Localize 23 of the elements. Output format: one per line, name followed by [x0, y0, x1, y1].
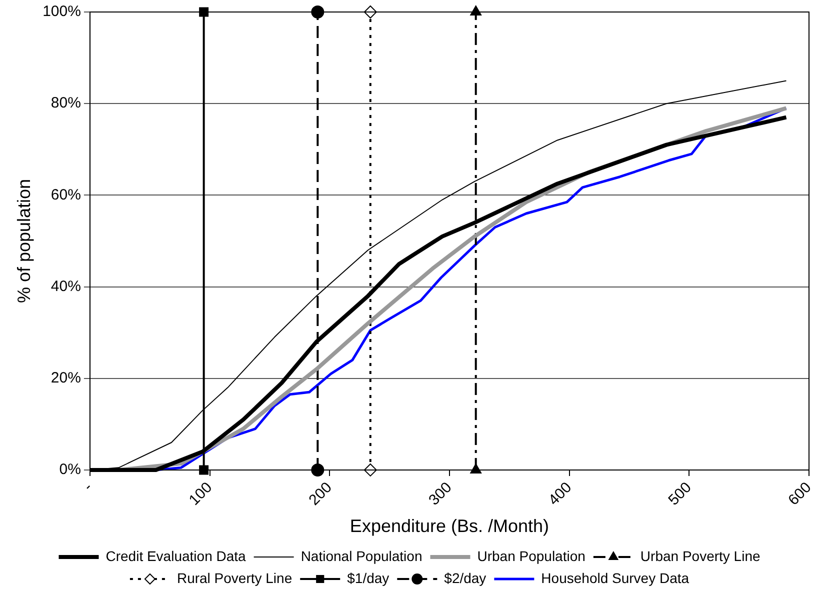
y-tick-label: 60% — [50, 186, 81, 204]
x-tick-label: 600 — [785, 479, 815, 509]
legend-label: National Population — [300, 548, 422, 564]
y-tick-label: 100% — [42, 3, 81, 20]
x-tick-label: 200 — [306, 479, 336, 509]
x-tick-label: 300 — [426, 479, 456, 509]
x-tick-label: 500 — [665, 479, 695, 509]
y-tick-label: 40% — [50, 278, 81, 295]
x-tick-label: 100 — [186, 479, 216, 509]
legend-label: $1/day — [347, 570, 390, 586]
x-tick-label: - — [80, 479, 96, 495]
y-tick-label: 80% — [50, 94, 81, 112]
legend-label: Credit Evaluation Data — [106, 548, 246, 564]
y-tick-label: 20% — [50, 370, 81, 387]
x-tick-label: 400 — [545, 479, 576, 509]
legend-label: Urban Poverty Line — [640, 548, 760, 564]
y-axis-title: % of population — [14, 178, 34, 304]
legend-label: Urban Population — [477, 548, 586, 564]
legend-label: $2/day — [444, 570, 486, 586]
legend-label: Household Survey Data — [541, 570, 690, 586]
y-tick-label: 0% — [59, 461, 81, 478]
legend-label: Rural Poverty Line — [176, 570, 292, 586]
x-axis-title: Expenditure (Bs. /Month) — [350, 516, 550, 536]
